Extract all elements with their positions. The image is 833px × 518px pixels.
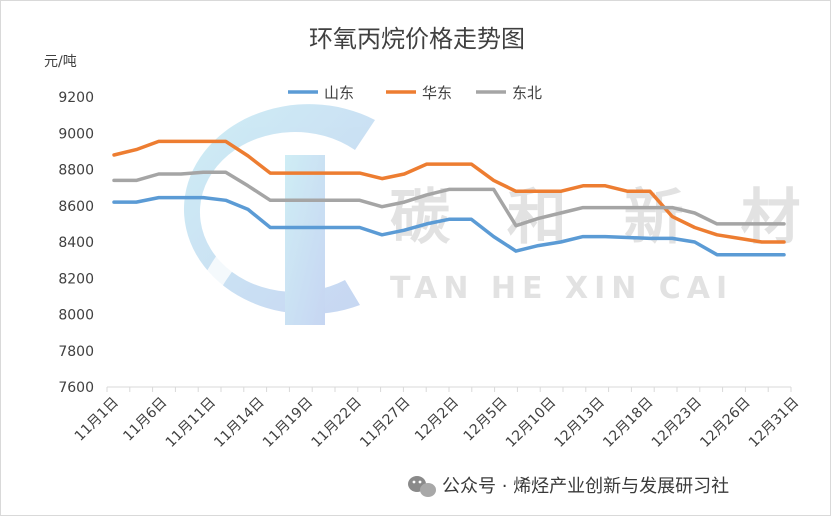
y-tick-label: 9000 bbox=[58, 126, 94, 142]
y-tick-label: 7600 bbox=[58, 380, 94, 396]
y-tick-label: 8400 bbox=[58, 235, 94, 251]
x-axis-ticks: 11月1日11月6日11月11日11月14日11月19日11月22日11月27日… bbox=[72, 387, 802, 451]
series-lines bbox=[112, 139, 786, 257]
chart-title: 环氧丙烷价格走势图 bbox=[309, 25, 525, 53]
y-tick-label: 8800 bbox=[58, 163, 94, 179]
watermark: 碳 和 新 材 TAN HE XIN CAI bbox=[183, 104, 801, 325]
x-tick-label: 12月5日 bbox=[461, 395, 511, 445]
wechat-icon bbox=[408, 476, 436, 497]
y-axis-unit: 元/吨 bbox=[44, 54, 77, 70]
legend-label: 华东 bbox=[422, 84, 452, 102]
x-tick-label: 11月19日 bbox=[260, 395, 316, 451]
footer: 公众号 · 烯烃产业创新与发展研习社 bbox=[408, 476, 729, 497]
x-tick-label: 11月1日 bbox=[72, 395, 122, 445]
series-line-华东 bbox=[112, 139, 786, 244]
legend-label: 山东 bbox=[324, 84, 354, 102]
watermark-logo-stroke bbox=[200, 160, 360, 290]
y-tick-label: 8200 bbox=[58, 271, 94, 287]
x-tick-label: 11月22日 bbox=[309, 395, 365, 451]
legend: 山东 华东 东北 bbox=[288, 84, 542, 102]
x-tick-label: 12月2日 bbox=[412, 395, 462, 445]
x-tick-label: 12月31日 bbox=[746, 395, 802, 451]
watermark-logo-c bbox=[183, 104, 375, 315]
x-tick-label: 12月18日 bbox=[600, 395, 656, 451]
footer-text: 公众号 · 烯烃产业创新与发展研习社 bbox=[442, 476, 729, 497]
y-tick-label: 8600 bbox=[58, 199, 94, 215]
x-tick-label: 12月26日 bbox=[697, 395, 753, 451]
x-tick-label: 11月14日 bbox=[211, 395, 267, 451]
y-axis-ticks: 7600 7800 8000 8200 8400 8600 8800 9000 9200 bbox=[58, 90, 94, 396]
y-tick-label: 7800 bbox=[58, 344, 94, 360]
x-tick-label: 12月10日 bbox=[503, 395, 559, 451]
x-tick-label: 11月11日 bbox=[163, 395, 219, 451]
x-tick-label: 12月13日 bbox=[552, 395, 608, 451]
watermark-pinyin: TAN HE XIN CAI bbox=[390, 271, 733, 306]
x-tick-label: 12月23日 bbox=[649, 395, 705, 451]
x-tick-label: 11月27日 bbox=[357, 395, 413, 451]
watermark-logo-bar bbox=[285, 155, 325, 325]
series-line-山东 bbox=[112, 195, 786, 257]
y-tick-label: 8000 bbox=[58, 308, 94, 324]
x-tick-label: 11月6日 bbox=[120, 395, 170, 445]
series-line-东北 bbox=[112, 170, 786, 228]
legend-label: 东北 bbox=[512, 84, 542, 102]
y-tick-label: 9200 bbox=[58, 90, 94, 106]
